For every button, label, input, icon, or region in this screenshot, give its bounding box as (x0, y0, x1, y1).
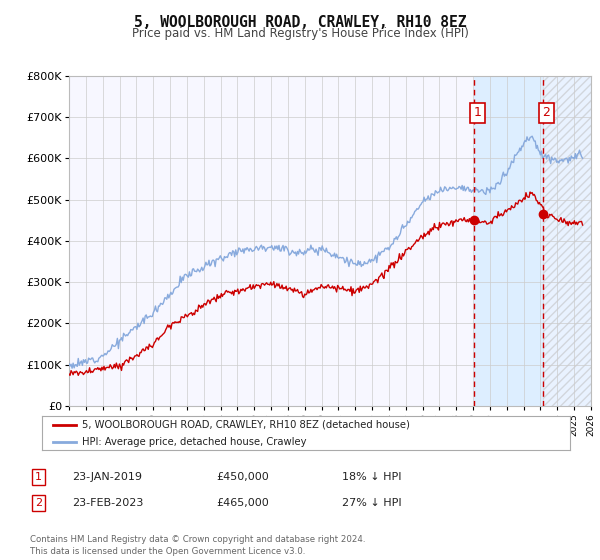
Text: 5, WOOLBOROUGH ROAD, CRAWLEY, RH10 8EZ (detached house): 5, WOOLBOROUGH ROAD, CRAWLEY, RH10 8EZ (… (82, 420, 409, 430)
Text: 23-FEB-2023: 23-FEB-2023 (72, 498, 143, 508)
Text: 27% ↓ HPI: 27% ↓ HPI (342, 498, 401, 508)
Text: 18% ↓ HPI: 18% ↓ HPI (342, 472, 401, 482)
Text: £450,000: £450,000 (216, 472, 269, 482)
Text: HPI: Average price, detached house, Crawley: HPI: Average price, detached house, Craw… (82, 437, 306, 446)
Bar (474, 76, 543, 406)
Text: 2: 2 (542, 106, 550, 119)
Text: 23-JAN-2019: 23-JAN-2019 (72, 472, 142, 482)
Text: Contains HM Land Registry data © Crown copyright and database right 2024.
This d: Contains HM Land Registry data © Crown c… (30, 535, 365, 556)
Text: 1: 1 (473, 106, 481, 119)
Text: 1: 1 (35, 472, 42, 482)
Text: 2: 2 (35, 498, 42, 508)
Bar (543, 76, 599, 406)
Text: 5, WOOLBOROUGH ROAD, CRAWLEY, RH10 8EZ: 5, WOOLBOROUGH ROAD, CRAWLEY, RH10 8EZ (134, 15, 466, 30)
Text: £465,000: £465,000 (216, 498, 269, 508)
Text: Price paid vs. HM Land Registry's House Price Index (HPI): Price paid vs. HM Land Registry's House … (131, 27, 469, 40)
